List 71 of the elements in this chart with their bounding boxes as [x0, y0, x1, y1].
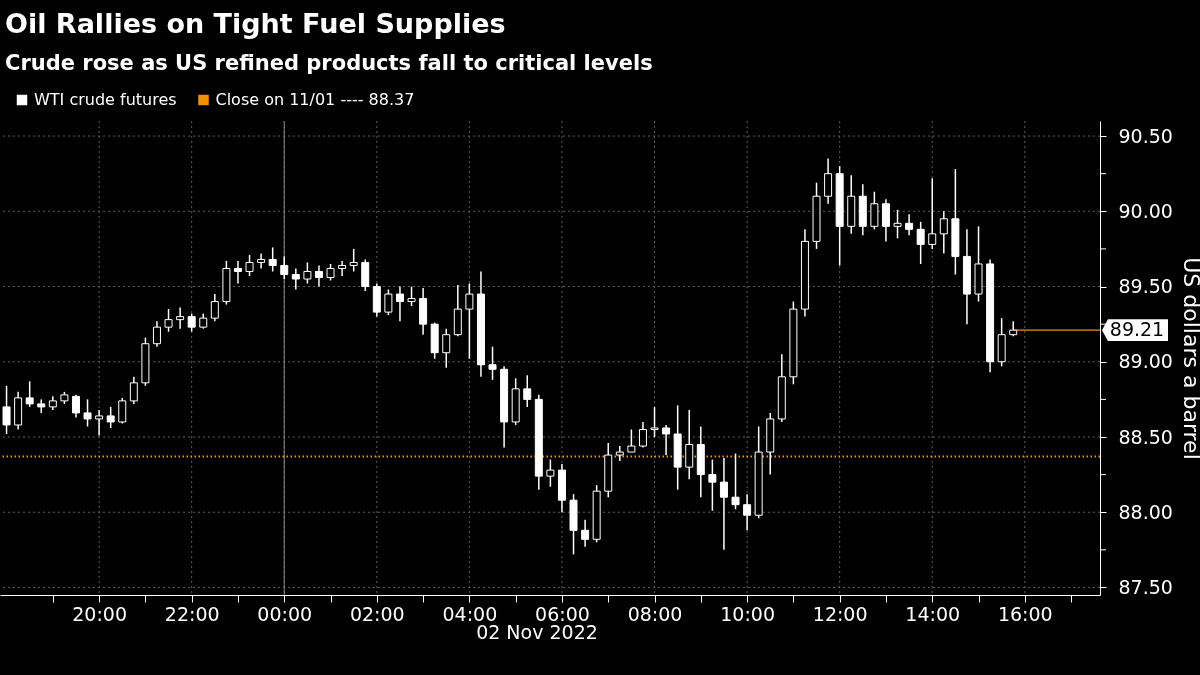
candlestick — [268, 246, 277, 273]
candlestick — [685, 409, 694, 480]
candlestick — [384, 288, 393, 316]
chart-subtitle: Crude rose as US refined products fall to critical levels — [5, 51, 653, 75]
candlestick — [465, 282, 474, 360]
y-tick-label: 87.50 — [1118, 575, 1173, 598]
candlestick — [916, 221, 925, 265]
candlestick — [25, 380, 34, 408]
candlestick — [881, 198, 890, 243]
candlestick — [743, 493, 752, 532]
candlestick — [546, 458, 555, 488]
legend-label: WTI crude futures — [34, 90, 177, 109]
candlestick — [245, 254, 254, 277]
candlestick — [129, 376, 138, 405]
candlestick — [581, 519, 590, 548]
candlestick — [118, 397, 127, 425]
x-tick-label: 20:00 — [72, 602, 127, 625]
candlestick — [291, 267, 300, 291]
candlestick — [83, 398, 92, 428]
candlestick — [719, 457, 728, 551]
y-axis-title: US dollars a barrel — [1178, 257, 1200, 460]
candlestick — [95, 409, 104, 437]
candlestick — [939, 210, 948, 255]
candlestick — [210, 293, 219, 322]
y-tick-label: 88.00 — [1118, 500, 1173, 523]
x-tick-label: 22:00 — [164, 602, 220, 625]
candlestick — [164, 308, 173, 333]
y-tick-label: 89.50 — [1118, 275, 1173, 298]
candlestick — [928, 177, 937, 250]
candlestick — [349, 248, 358, 273]
candlestick — [731, 452, 740, 510]
candlestick — [407, 285, 416, 307]
candlestick — [187, 312, 196, 333]
candlestick — [338, 260, 347, 277]
x-tick-label: 16:00 — [997, 602, 1053, 625]
candlestick — [488, 345, 497, 381]
candlestick — [870, 190, 879, 231]
x-tick-label: 08:00 — [627, 602, 683, 625]
candlestick — [257, 252, 266, 270]
y-tick-label: 90.00 — [1118, 199, 1173, 222]
candlestick — [638, 421, 647, 449]
candlestick — [2, 385, 11, 435]
candlestick — [523, 374, 532, 408]
candlestick — [627, 428, 636, 453]
candlestick — [893, 209, 902, 240]
x-tick-label: 10:00 — [720, 602, 775, 625]
candlestick — [280, 255, 289, 280]
y-tick-label: 89.00 — [1118, 350, 1173, 373]
legend-label: Close on 11/01 ---- 88.37 — [215, 90, 415, 109]
candlestick — [905, 213, 914, 237]
x-tick-label: 02:00 — [349, 602, 405, 625]
y-tick-label: 90.50 — [1118, 124, 1173, 147]
candlestick — [106, 406, 115, 429]
ref-line-label: 89.21 — [1109, 318, 1165, 341]
x-tick-label: 12:00 — [812, 602, 868, 625]
x-tick-label: 00:00 — [257, 602, 313, 625]
candlestick — [314, 264, 323, 288]
candlestick — [233, 260, 242, 285]
chart-title: Oil Rallies on Tight Fuel Supplies — [5, 8, 506, 39]
candlestick — [176, 306, 185, 330]
candlestick — [395, 285, 404, 322]
candlestick — [152, 320, 161, 348]
candlestick — [303, 261, 312, 285]
candlestick — [662, 424, 671, 456]
candlestick — [824, 157, 833, 205]
x-tick-label: 14:00 — [905, 602, 961, 625]
candlestick — [650, 406, 659, 438]
y-tick-label: 88.50 — [1118, 425, 1173, 448]
candlestick — [71, 394, 80, 419]
candlestick — [708, 458, 717, 512]
candlestick — [442, 327, 451, 369]
